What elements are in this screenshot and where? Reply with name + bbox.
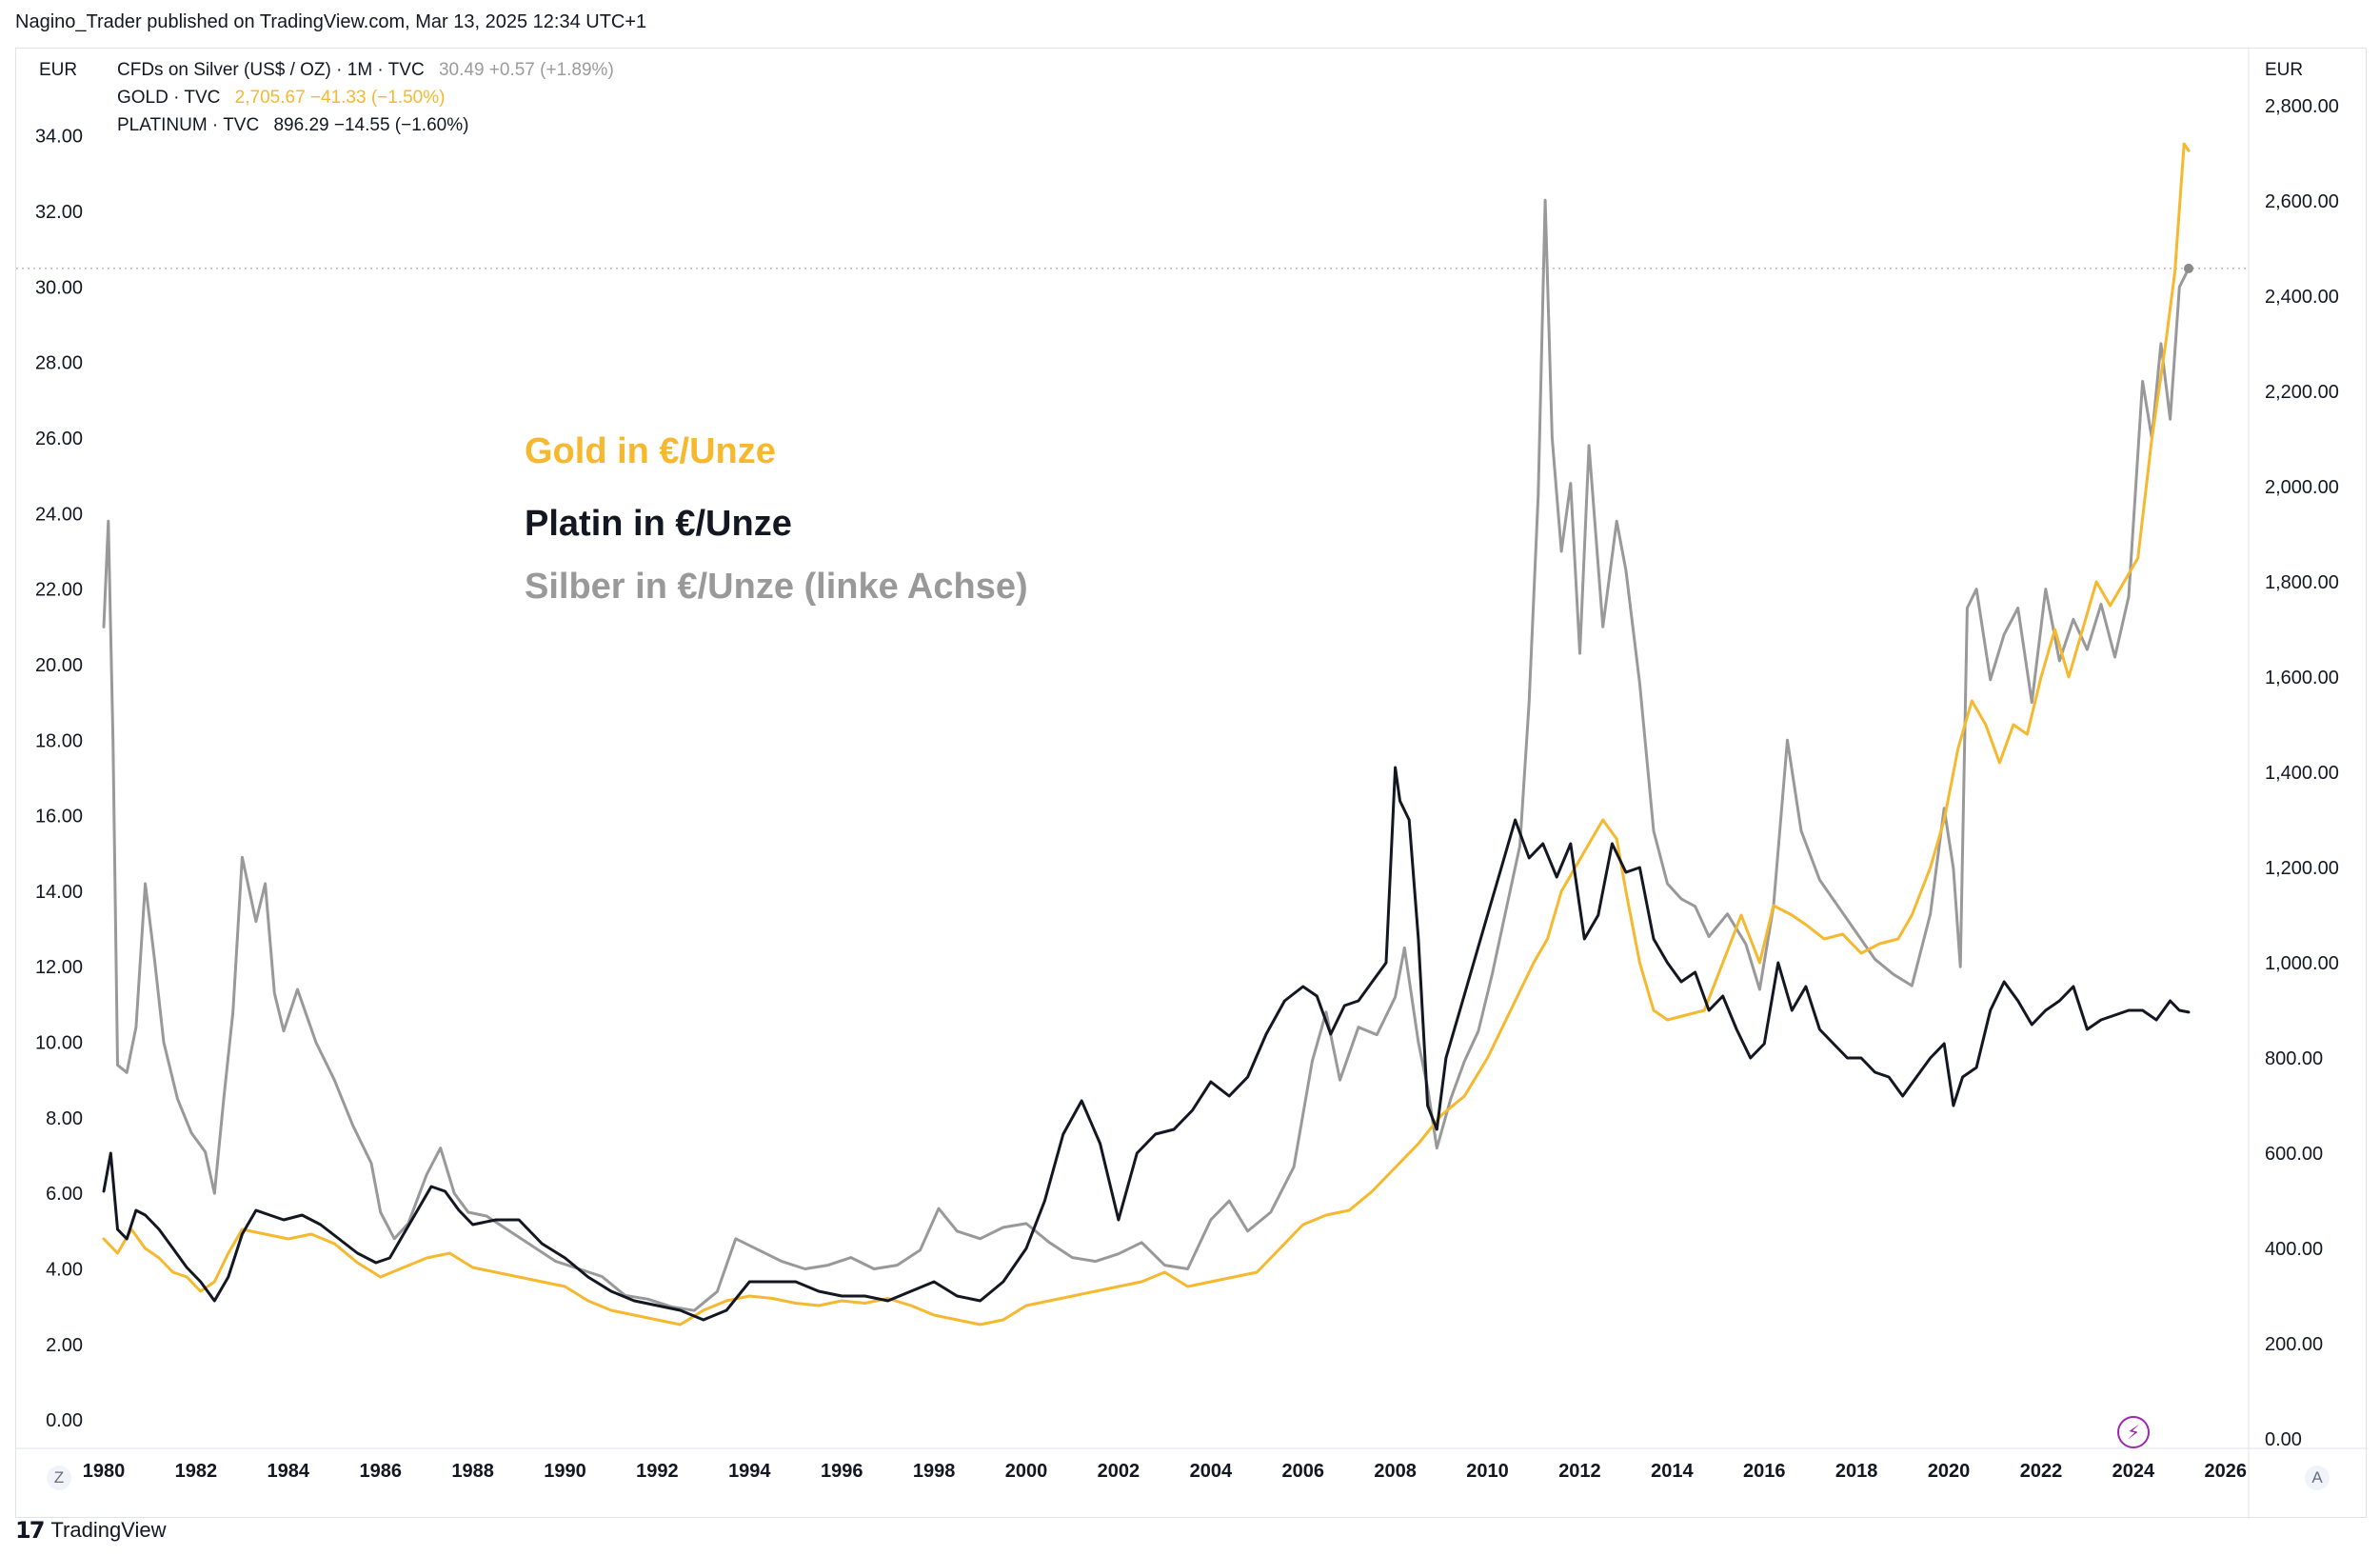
x-axis-tick-label: 1982: [175, 1461, 218, 1482]
tradingview-logo-icon: 17: [15, 1517, 45, 1544]
chart-svg[interactable]: 0.00 2.00 4.00 6.00 8.00 10.00 12.00 14.00 16.00…: [16, 49, 2368, 1519]
series-line-gold: [102, 142, 2191, 1327]
right-axis-tick-label: 1,600.00: [2265, 668, 2339, 688]
right-axis-tick-label: 800.00: [2265, 1048, 2323, 1069]
tradingview-brand[interactable]: 17 TradingView: [15, 1516, 166, 1545]
left-axis-tick-label: 12.00: [35, 957, 83, 978]
left-axis-tick-label: 34.00: [35, 127, 83, 148]
log-scale-button[interactable]: Z: [47, 1466, 71, 1490]
x-axis-tick-label: 1988: [451, 1461, 494, 1482]
left-axis-tick-label: 10.00: [35, 1033, 83, 1054]
right-axis-tick-label: 400.00: [2265, 1239, 2323, 1260]
series-line-platinum: [102, 766, 2191, 1322]
left-axis-tick-label: 28.00: [35, 353, 83, 374]
x-axis-tick-label: 1980: [83, 1461, 126, 1482]
x-axis-tick-label: 2006: [1281, 1461, 1324, 1482]
x-axis-tick-label: 1994: [728, 1461, 771, 1482]
right-axis-tick-label: 1,200.00: [2265, 858, 2339, 879]
x-axis-tick-label: 2022: [2020, 1461, 2063, 1482]
right-axis-tick-label: 2,800.00: [2265, 96, 2339, 117]
legend-platinum-last: 896.29: [273, 115, 329, 135]
series-line-silver: [102, 198, 2191, 1312]
right-axis-tick-label: 2,200.00: [2265, 382, 2339, 403]
left-currency-label[interactable]: EUR: [39, 60, 78, 80]
legend-platinum-symbol: PLATINUM · TVC: [117, 115, 260, 135]
x-axis-tick-label: 2020: [1928, 1461, 1971, 1482]
x-axis-tick-label: 1990: [544, 1461, 586, 1482]
right-axis-tick-label: 1,800.00: [2265, 572, 2339, 593]
right-currency-label[interactable]: EUR: [2265, 60, 2304, 80]
x-axis-tick-label: 2000: [1005, 1461, 1048, 1482]
left-axis-tick-label: 14.00: [35, 882, 83, 903]
left-axis-tick-label: 4.00: [46, 1260, 83, 1281]
chart-frame: 0.00 2.00 4.00 6.00 8.00 10.00 12.00 14.00 16.00…: [15, 48, 2368, 1519]
right-axis-tick-label: 2,000.00: [2265, 477, 2339, 498]
right-axis-tick-label: 600.00: [2265, 1144, 2323, 1165]
auto-scale-button[interactable]: A: [2305, 1466, 2330, 1490]
x-axis-tick-label: 2012: [1558, 1461, 1601, 1482]
x-axis-tick-label: 2008: [1374, 1461, 1417, 1482]
left-axis-tick-label: 0.00: [46, 1410, 83, 1431]
legend-silver-change: +0.57 (+1.89%): [488, 60, 614, 80]
right-axis-tick-label: 1,000.00: [2265, 953, 2339, 974]
x-axis-tick-label: 2014: [1651, 1461, 1694, 1482]
legend-silver-last: 30.49: [438, 60, 485, 80]
legend-gold-change: −41.33 (−1.50%): [309, 88, 446, 108]
left-axis-tick-label: 8.00: [46, 1108, 83, 1129]
legend-platinum-change: −14.55 (−1.60%): [333, 115, 469, 135]
right-axis-tick-label: 2,600.00: [2265, 191, 2339, 212]
x-axis-tick-label: 2004: [1190, 1461, 1233, 1482]
x-axis-tick-label: 1996: [821, 1461, 863, 1482]
x-axis-tick-label: 1998: [913, 1461, 956, 1482]
x-axis-tick-label: 1984: [268, 1461, 310, 1482]
annotation-platinum: Platin in €/Unze: [525, 504, 792, 544]
right-axis-tick-label: 200.00: [2265, 1334, 2323, 1355]
annotation-gold: Gold in €/Unze: [525, 431, 776, 471]
left-axis-tick-label: 18.00: [35, 730, 83, 751]
left-axis-tick-label: 30.00: [35, 277, 83, 298]
silver-last-point: [2184, 263, 2194, 273]
lightning-icon[interactable]: ⚡: [2117, 1416, 2150, 1448]
legend-silver[interactable]: CFDs on Silver (US$ / OZ) · 1M · TVC 30.…: [117, 60, 614, 81]
legend-silver-symbol: CFDs on Silver (US$ / OZ) · 1M · TVC: [117, 60, 425, 80]
left-axis-tick-label: 6.00: [46, 1184, 83, 1205]
publisher-note: Nagino_Trader published on TradingView.c…: [15, 11, 647, 32]
left-axis-tick-label: 20.00: [35, 655, 83, 676]
right-axis-tick-label: 0.00: [2265, 1429, 2302, 1450]
legend-gold-last: 2,705.67: [234, 88, 306, 108]
left-axis-tick-label: 24.00: [35, 504, 83, 525]
x-axis-tick-label: 2026: [2205, 1461, 2248, 1482]
legend-gold[interactable]: GOLD · TVC 2,705.67 −41.33 (−1.50%): [117, 88, 445, 109]
x-axis-tick-label: 2016: [1743, 1461, 1786, 1482]
x-axis-tick-label: 1992: [636, 1461, 679, 1482]
right-axis-tick-label: 1,400.00: [2265, 763, 2339, 784]
left-axis-tick-label: 32.00: [35, 202, 83, 223]
right-axis-tick-label: 2,400.00: [2265, 287, 2339, 308]
left-axis-tick-label: 22.00: [35, 580, 83, 601]
left-axis-tick-label: 2.00: [46, 1335, 83, 1356]
x-axis-tick-label: 2002: [1098, 1461, 1140, 1482]
tradingview-name: TradingView: [50, 1518, 167, 1542]
x-axis-tick-label: 2018: [1835, 1461, 1878, 1482]
legend-platinum[interactable]: PLATINUM · TVC 896.29 −14.55 (−1.60%): [117, 115, 468, 136]
x-axis-tick-label: 2024: [2112, 1461, 2155, 1482]
left-axis-tick-label: 26.00: [35, 429, 83, 449]
x-axis-tick-label: 1986: [359, 1461, 402, 1482]
annotation-silver: Silber in €/Unze (linke Achse): [525, 567, 1028, 607]
left-axis-tick-label: 16.00: [35, 807, 83, 828]
legend-gold-symbol: GOLD · TVC: [117, 88, 221, 108]
x-axis-tick-label: 2010: [1466, 1461, 1509, 1482]
